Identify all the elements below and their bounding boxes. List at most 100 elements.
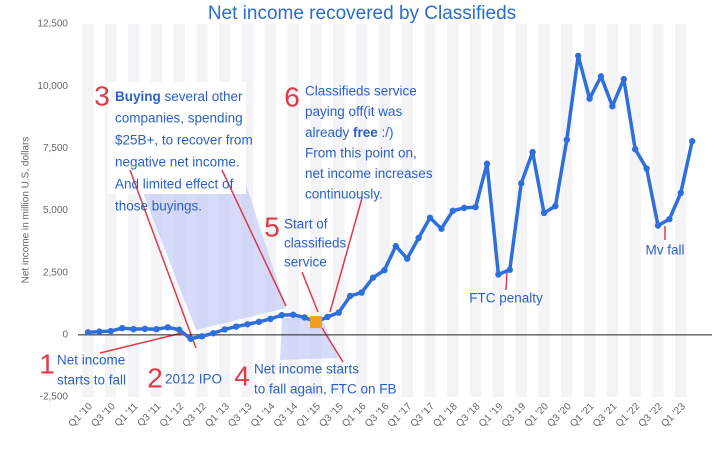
point [119, 324, 126, 332]
annotation-segment: :/) [378, 125, 394, 140]
point [335, 309, 342, 316]
band [561, 24, 573, 397]
x-tick-label: Q3 '10 [89, 401, 118, 430]
point [369, 274, 377, 281]
band [583, 24, 596, 397]
point [358, 289, 365, 296]
point [597, 73, 605, 80]
annotation-number: 1 [39, 348, 55, 379]
annotation-text: Buying several other [115, 89, 243, 104]
y-tick-label: -2,500 [40, 392, 69, 403]
pointer [99, 332, 183, 354]
point [233, 323, 240, 330]
x-tick-label: Q1 '16 [340, 401, 369, 430]
annotation-text: paying off(it was [305, 104, 403, 119]
point [278, 311, 285, 319]
point [347, 292, 354, 300]
y-tick-label: 2,500 [43, 267, 68, 278]
point [563, 136, 570, 143]
point [301, 314, 308, 321]
x-tick-label: Q3 '13 [226, 401, 255, 430]
highlight-point [310, 316, 322, 329]
annotation-text: companies, spending [115, 111, 243, 126]
band [401, 24, 413, 397]
annotation-number: 6 [284, 81, 300, 112]
point [381, 266, 388, 274]
point [290, 311, 297, 318]
annotation-text: Classifieds service [305, 84, 417, 99]
annotation-number: 5 [264, 211, 280, 242]
band [378, 24, 391, 397]
point [586, 95, 593, 102]
band [424, 24, 436, 397]
pointer [505, 271, 508, 291]
x-tick-label: Q1 '17 [386, 401, 415, 430]
point [654, 222, 662, 229]
point [483, 160, 491, 167]
point [210, 330, 217, 337]
x-tick-label: Q3 '19 [500, 401, 529, 430]
point [449, 207, 456, 214]
x-tick-label: Q1 '10 [67, 401, 96, 430]
x-tick-label: Q3 '21 [591, 401, 620, 430]
y-tick-label: 5,000 [43, 205, 68, 216]
annotation-segment: several other [161, 89, 243, 104]
band [355, 24, 368, 397]
point [620, 75, 627, 83]
annotation-text: already free :/) [305, 125, 394, 140]
x-tick-label: Q1 '21 [568, 401, 597, 430]
point [244, 321, 251, 328]
y-tick-label: 0 [62, 329, 68, 340]
x-tick-label: Q1 '23 [659, 401, 688, 430]
annotation-text: negative net income. [115, 155, 240, 170]
point [176, 326, 183, 333]
point [415, 234, 422, 242]
point [267, 315, 274, 323]
point [404, 255, 411, 262]
point [324, 313, 331, 321]
point [221, 326, 228, 333]
point [130, 325, 137, 333]
band [629, 24, 641, 397]
annotation-number: 4 [234, 360, 250, 391]
x-tick-label: Q1 '12 [158, 401, 187, 430]
x-tick-label: Q1 '15 [295, 401, 324, 430]
x-tick-label: Q3 '22 [637, 401, 666, 430]
band [515, 24, 527, 397]
point [632, 146, 639, 153]
annotation-number: 2 [147, 362, 163, 393]
band [333, 24, 345, 397]
point [84, 329, 92, 336]
annotation-text: FTC penalty [469, 291, 543, 306]
point [164, 324, 171, 331]
x-tick-label: Q3 '18 [454, 401, 483, 430]
band [606, 24, 619, 397]
point [677, 189, 684, 197]
annotation-text: those buyings. [115, 199, 202, 214]
annotation-text: classifieds [284, 236, 347, 251]
point [438, 225, 445, 232]
annotation-text: to fall again, FTC on FB [254, 382, 397, 397]
pointer [221, 169, 287, 307]
pointer [321, 327, 344, 363]
y-axis-label: Net income in million U.S. dollars [21, 137, 32, 284]
x-tick-label: Q3 '14 [272, 401, 301, 430]
point [529, 148, 536, 156]
note-box [108, 82, 246, 194]
band [310, 24, 322, 397]
pointer [129, 169, 197, 349]
point [643, 165, 650, 172]
point [141, 325, 149, 333]
band [469, 24, 482, 397]
annotation-text: And limited effect of [115, 177, 234, 192]
pointer [301, 271, 319, 313]
x-tick-label: Q1 '18 [431, 401, 460, 430]
x-tick-label: Q1 '19 [477, 401, 506, 430]
annotation-text: continuously. [305, 187, 383, 202]
band [82, 24, 94, 397]
band [105, 24, 117, 397]
x-tick-label: Q3 '17 [409, 401, 438, 430]
band [287, 24, 299, 397]
band [492, 24, 505, 397]
